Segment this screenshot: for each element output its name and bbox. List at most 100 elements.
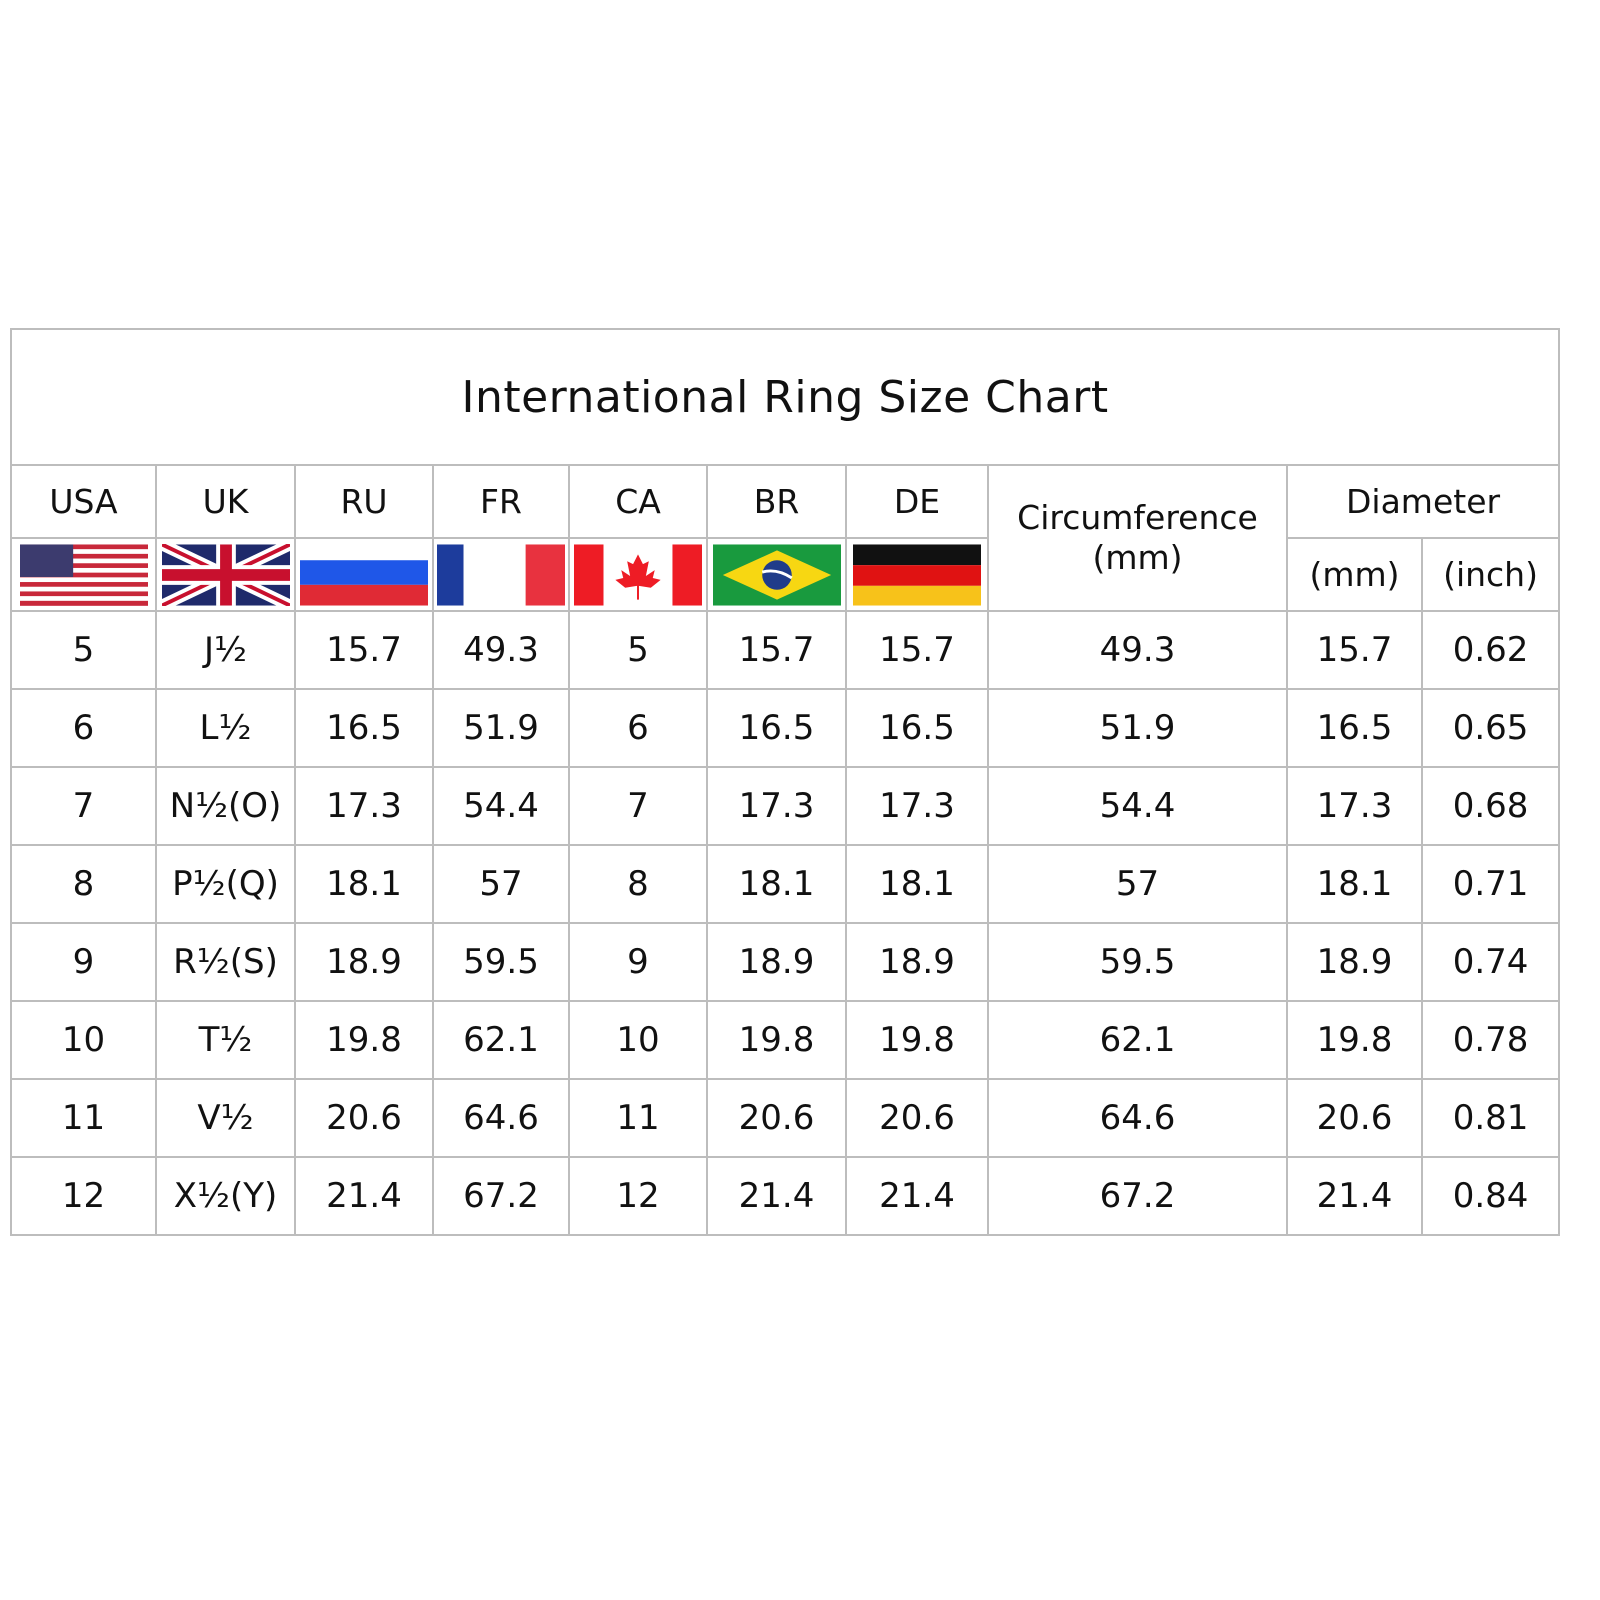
header-fr: FR xyxy=(432,464,570,539)
cell-uk: R½(S) xyxy=(155,922,296,1002)
cell-ca: 6 xyxy=(568,688,708,768)
cell-diameter-inch: 0.65 xyxy=(1420,688,1561,768)
table-row: 8 P½(Q) 18.1 57 8 18.1 18.1 57 18.1 0.71 xyxy=(10,844,1561,924)
cell-circumference-mm: 51.9 xyxy=(987,688,1288,768)
cell-br: 15.7 xyxy=(706,610,847,690)
header-ca: CA xyxy=(568,464,708,539)
cell-br: 19.8 xyxy=(706,1000,847,1080)
header-diameter-inch: (inch) xyxy=(1420,537,1561,612)
france-flag-icon xyxy=(432,537,570,612)
cell-diameter-mm: 21.4 xyxy=(1286,1156,1423,1236)
cell-ca: 11 xyxy=(568,1078,708,1158)
cell-uk: X½(Y) xyxy=(155,1156,296,1236)
cell-diameter-inch: 0.78 xyxy=(1420,1000,1561,1080)
cell-uk: V½ xyxy=(155,1078,296,1158)
header-de: DE xyxy=(845,464,989,539)
us-flag-icon xyxy=(10,537,157,612)
circumference-label: Circumference xyxy=(1017,498,1258,537)
cell-de: 15.7 xyxy=(845,610,989,690)
cell-diameter-inch: 0.84 xyxy=(1420,1156,1561,1236)
cell-uk: T½ xyxy=(155,1000,296,1080)
table-row: 6 L½ 16.5 51.9 6 16.5 16.5 51.9 16.5 0.65 xyxy=(10,688,1561,768)
cell-diameter-inch: 0.62 xyxy=(1420,610,1561,690)
cell-circumference-mm: 57 xyxy=(987,844,1288,924)
cell-fr: 54.4 xyxy=(432,766,570,846)
cell-usa: 7 xyxy=(10,766,157,846)
uk-flag-icon xyxy=(155,537,296,612)
cell-fr: 49.3 xyxy=(432,610,570,690)
cell-de: 20.6 xyxy=(845,1078,989,1158)
canada-flag-icon xyxy=(568,537,708,612)
cell-uk: L½ xyxy=(155,688,296,768)
cell-uk: N½(O) xyxy=(155,766,296,846)
cell-ca: 10 xyxy=(568,1000,708,1080)
cell-diameter-inch: 0.81 xyxy=(1420,1078,1561,1158)
cell-diameter-mm: 16.5 xyxy=(1286,688,1423,768)
cell-ru: 18.9 xyxy=(294,922,434,1002)
cell-ru: 19.8 xyxy=(294,1000,434,1080)
cell-ru: 16.5 xyxy=(294,688,434,768)
cell-usa: 10 xyxy=(10,1000,157,1080)
cell-fr: 59.5 xyxy=(432,922,570,1002)
header-diameter: Diameter xyxy=(1285,464,1561,539)
cell-ru: 15.7 xyxy=(294,610,434,690)
cell-circumference-mm: 59.5 xyxy=(987,922,1288,1002)
cell-diameter-mm: 15.7 xyxy=(1286,610,1423,690)
table-row: 12 X½(Y) 21.4 67.2 12 21.4 21.4 67.2 21.4 0.84 xyxy=(10,1156,1561,1236)
cell-diameter-mm: 20.6 xyxy=(1286,1078,1423,1158)
cell-de: 16.5 xyxy=(845,688,989,768)
cell-ca: 8 xyxy=(568,844,708,924)
cell-uk: J½ xyxy=(155,610,296,690)
cell-br: 18.1 xyxy=(706,844,847,924)
table-row: 11 V½ 20.6 64.6 11 20.6 20.6 64.6 20.6 0.81 xyxy=(10,1078,1561,1158)
cell-ca: 12 xyxy=(568,1156,708,1236)
germany-flag-icon xyxy=(845,537,989,612)
cell-usa: 12 xyxy=(10,1156,157,1236)
cell-fr: 67.2 xyxy=(432,1156,570,1236)
cell-fr: 64.6 xyxy=(432,1078,570,1158)
cell-br: 16.5 xyxy=(706,688,847,768)
cell-ca: 5 xyxy=(568,610,708,690)
cell-usa: 5 xyxy=(10,610,157,690)
cell-ru: 20.6 xyxy=(294,1078,434,1158)
header-usa: USA xyxy=(10,464,157,539)
cell-uk: P½(Q) xyxy=(155,844,296,924)
cell-diameter-mm: 18.9 xyxy=(1286,922,1423,1002)
header-diameter-mm: (mm) xyxy=(1286,537,1423,612)
cell-br: 20.6 xyxy=(706,1078,847,1158)
cell-diameter-inch: 0.68 xyxy=(1420,766,1561,846)
cell-usa: 8 xyxy=(10,844,157,924)
cell-de: 17.3 xyxy=(845,766,989,846)
cell-circumference-mm: 64.6 xyxy=(987,1078,1288,1158)
russia-flag-icon xyxy=(294,537,434,612)
cell-diameter-mm: 19.8 xyxy=(1286,1000,1423,1080)
table-row: 10 T½ 19.8 62.1 10 19.8 19.8 62.1 19.8 0.78 xyxy=(10,1000,1561,1080)
ring-size-table: International Ring Size Chart USA UK RU … xyxy=(9,328,1561,1236)
cell-diameter-inch: 0.74 xyxy=(1420,922,1561,1002)
header-ru: RU xyxy=(294,464,434,539)
cell-de: 18.1 xyxy=(845,844,989,924)
brazil-flag-icon xyxy=(706,537,847,612)
cell-diameter-mm: 17.3 xyxy=(1286,766,1423,846)
header-uk: UK xyxy=(155,464,296,539)
cell-usa: 6 xyxy=(10,688,157,768)
cell-fr: 51.9 xyxy=(432,688,570,768)
cell-diameter-mm: 18.1 xyxy=(1286,844,1423,924)
cell-fr: 57 xyxy=(432,844,570,924)
cell-ru: 17.3 xyxy=(294,766,434,846)
cell-br: 18.9 xyxy=(706,922,847,1002)
cell-circumference-mm: 54.4 xyxy=(987,766,1288,846)
header-circumference: Circumference (mm) xyxy=(987,464,1288,612)
cell-circumference-mm: 67.2 xyxy=(987,1156,1288,1236)
cell-usa: 9 xyxy=(10,922,157,1002)
table-row: 5 J½ 15.7 49.3 5 15.7 15.7 49.3 15.7 0.62 xyxy=(10,610,1561,690)
cell-de: 18.9 xyxy=(845,922,989,1002)
cell-de: 21.4 xyxy=(845,1156,989,1236)
cell-br: 21.4 xyxy=(706,1156,847,1236)
cell-ru: 21.4 xyxy=(294,1156,434,1236)
circumference-unit: (mm) xyxy=(1092,538,1183,577)
cell-diameter-inch: 0.71 xyxy=(1420,844,1561,924)
cell-de: 19.8 xyxy=(845,1000,989,1080)
table-row: 9 R½(S) 18.9 59.5 9 18.9 18.9 59.5 18.9 0.74 xyxy=(10,922,1561,1002)
cell-ca: 7 xyxy=(568,766,708,846)
